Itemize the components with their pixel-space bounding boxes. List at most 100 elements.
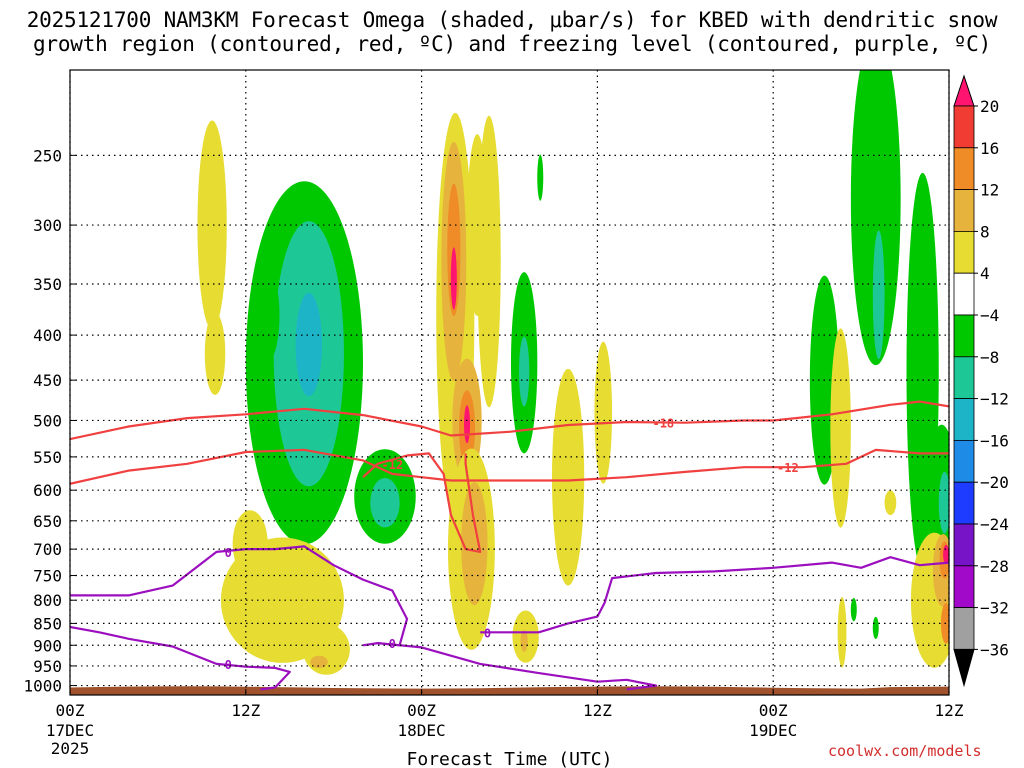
y-tick-label: 1000 [23, 677, 62, 696]
plot-frame [69, 69, 950, 696]
omega-cell-18 [464, 405, 471, 444]
contour-line-0 [70, 400, 949, 441]
contour-line-5 [480, 556, 949, 634]
x-axis-label: Forecast Time (UTC) [407, 749, 613, 768]
omega-cell-1 [204, 312, 226, 395]
colorbar-segment [953, 314, 975, 358]
omega-cell-42 [940, 603, 949, 644]
colorbar-label: −4 [980, 306, 999, 325]
omega-cell-43 [837, 597, 847, 668]
contour-label: 0 [225, 546, 232, 560]
colorbar-segment-bottom [953, 648, 975, 688]
omega-cell-44 [850, 597, 857, 622]
omega-cell-0 [197, 120, 227, 330]
grid-layer [69, 70, 950, 695]
omega-cell-27 [551, 368, 585, 586]
colorbar-segment [953, 272, 975, 316]
contour-label: 0 [484, 626, 491, 640]
omega-cell-31 [830, 328, 851, 528]
colorbar-label: −8 [980, 348, 999, 367]
colorbar-segment [953, 230, 975, 274]
omega-cell-24 [519, 336, 530, 407]
colorbar-label: −28 [980, 557, 1009, 576]
contour-line-3 [70, 545, 409, 647]
y-tick-label: 600 [33, 481, 62, 500]
contour-line-4 [70, 625, 291, 691]
colorbar-label: −20 [980, 473, 1009, 492]
y-tick-label: 400 [33, 326, 62, 345]
contour-line-2 [362, 452, 482, 553]
omega-cell-15 [450, 247, 457, 310]
chart-title-line-1: 2025121700 NAM3KM Forecast Omega (shaded… [26, 8, 998, 32]
colorbar-segment [953, 147, 975, 191]
omega-cell-5 [256, 269, 280, 361]
colorbar-segment-top [953, 74, 975, 107]
omega-cell-29 [537, 154, 544, 201]
contour-line-6 [377, 642, 658, 691]
y-tick-label: 550 [33, 448, 62, 467]
y-tick-label: 800 [33, 591, 62, 610]
omega-shading-layer: -18 -12 -12 0 0 0 0 [70, 70, 949, 695]
y-tick-label: 450 [33, 371, 62, 390]
omega-cell-9 [232, 510, 268, 577]
x-tick-label: 12Z [231, 701, 260, 720]
contour-label: -12 [381, 458, 403, 472]
colorbar-label: −24 [980, 515, 1009, 534]
y-tick-label: 850 [33, 614, 62, 633]
colorbar-label: 16 [980, 139, 999, 158]
colorbar-segment [953, 481, 975, 525]
omega-cell-11 [310, 655, 328, 668]
omega-cell-4 [295, 292, 322, 397]
y-tick-label: 900 [33, 636, 62, 655]
colorbar-label: −12 [980, 390, 1009, 409]
omega-cell-41 [943, 544, 949, 565]
source-credit: coolwx.com/models [828, 742, 982, 760]
y-tick-label: 750 [33, 567, 62, 586]
x-tick-sublabel: 2025 [51, 739, 90, 758]
x-tick-label: 00Z [759, 701, 788, 720]
contour-label: -12 [777, 461, 799, 475]
y-tick-label: 350 [33, 275, 62, 294]
y-tick-label: 300 [33, 216, 62, 235]
x-tick-sublabel: 17DEC [46, 721, 94, 740]
omega-cell-10 [302, 624, 350, 675]
colorbar-label: −32 [980, 599, 1009, 618]
x-tick-label: 12Z [583, 701, 612, 720]
colorbar-segment [953, 607, 975, 650]
omega-cell-45 [872, 616, 879, 639]
y-tick-label: 500 [33, 411, 62, 430]
x-tick-sublabel: 18DEC [398, 721, 446, 740]
y-tick-label: 250 [33, 146, 62, 165]
colorbar-label: −36 [980, 640, 1009, 659]
omega-cell-20 [461, 482, 488, 606]
omega-cell-26 [520, 630, 528, 652]
omega-cell-32 [850, 70, 901, 366]
ground-surface [70, 686, 949, 695]
colorbar-segment [953, 439, 975, 483]
colorbar-segment [953, 105, 975, 149]
contour-line-1 [70, 448, 949, 485]
y-tick-label: 950 [33, 657, 62, 676]
contour-label: -18 [652, 417, 674, 431]
x-tick-label: 12Z [935, 701, 964, 720]
x-tick-label: 00Z [56, 701, 85, 720]
colorbar-label: 4 [980, 264, 990, 283]
colorbar-label: 12 [980, 181, 999, 200]
contour-label: 0 [389, 637, 396, 651]
chart-title-line-2: growth region (contoured, red, ºC) and f… [32, 32, 992, 56]
y-tick-label: 700 [33, 540, 62, 559]
contour-label: 0 [225, 658, 232, 672]
colorbar-segment [953, 523, 975, 567]
omega-cell-37 [938, 471, 949, 534]
x-tick-label: 00Z [407, 701, 436, 720]
omega-cell-33 [872, 230, 885, 360]
omega-cell-7 [370, 478, 400, 528]
colorbar-label: 20 [980, 97, 999, 116]
colorbar-segment [953, 356, 975, 399]
colorbar-label: 8 [980, 222, 990, 241]
omega-cell-28 [594, 341, 613, 484]
colorbar-segment [953, 565, 975, 608]
colorbar-label: −16 [980, 431, 1009, 450]
colorbar-segment [953, 398, 975, 441]
